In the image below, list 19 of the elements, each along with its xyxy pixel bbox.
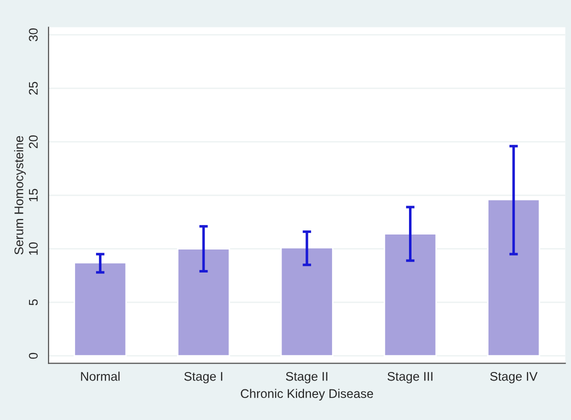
- bar: [280, 247, 334, 357]
- y-tick-label: 20: [28, 135, 38, 148]
- y-tick-label: 0: [28, 352, 38, 359]
- bar: [487, 198, 540, 357]
- y-tick-label: 25: [28, 82, 38, 95]
- y-tick-label: 30: [28, 28, 38, 42]
- x-tick-label: Stage I: [184, 372, 222, 384]
- bar: [74, 262, 127, 357]
- y-tick-label: 5: [29, 299, 38, 306]
- bar: [177, 248, 230, 357]
- bar: [384, 233, 437, 357]
- x-tick-label: Stage III: [388, 372, 432, 384]
- x-tick-label: Stage IV: [490, 372, 538, 384]
- x-tick-label: Stage II: [286, 372, 328, 384]
- x-axis-title: Chronic Kidney Disease: [240, 388, 374, 400]
- y-tick-label: 10: [28, 242, 38, 255]
- x-tick-label: Normal: [81, 372, 120, 381]
- y-tick-label: 15: [29, 188, 38, 202]
- y-axis-title: Serum Homocysteine: [14, 136, 26, 254]
